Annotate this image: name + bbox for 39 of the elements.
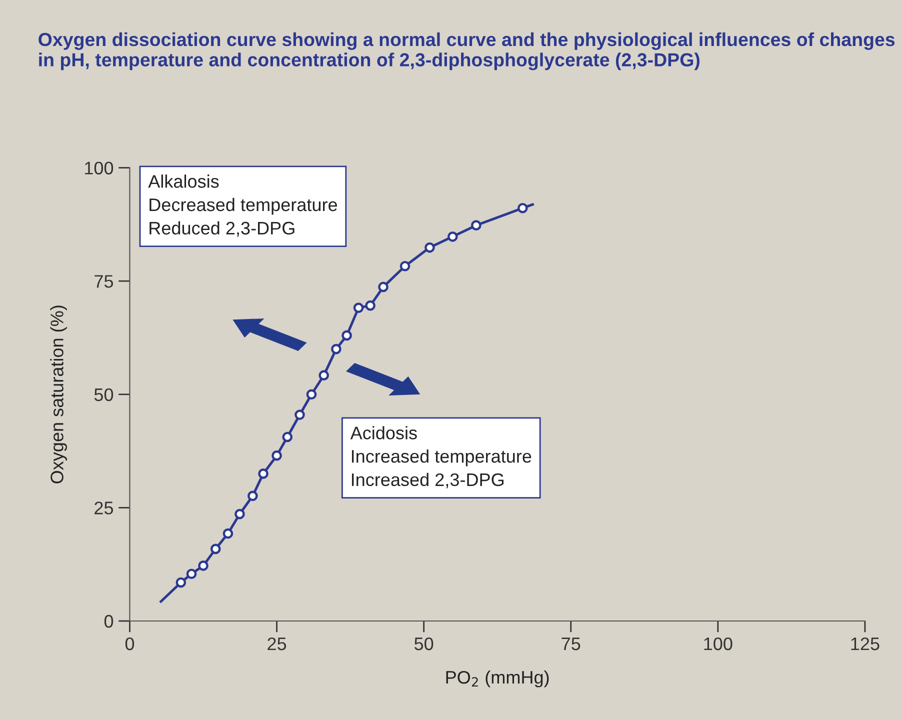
- point: [294, 410, 305, 420]
- x-tick-label: 50: [414, 637, 434, 650]
- point: [234, 508, 245, 520]
- x-axis-title: PO$_{2}$ (mmHg): [446, 670, 549, 688]
- point: [272, 450, 282, 461]
- point: [331, 344, 342, 354]
- point: [306, 389, 317, 400]
- point: [353, 302, 364, 313]
- x-tick-label: 75: [562, 638, 580, 650]
- y-tick-label: 50: [94, 388, 114, 402]
- point: [176, 577, 186, 588]
- annotation: Alkalosis Decreased temperature Reduced 2,3-DPG: [148, 174, 337, 237]
- y-axis-title: Oxygen saturation (%): [50, 306, 67, 484]
- point: [378, 282, 388, 292]
- point: [400, 260, 410, 272]
- point: [447, 231, 458, 242]
- y-tick-label: 75: [94, 275, 114, 288]
- chart-title: Oxygen dissociation curve showing a normal curve and the physiological influences of changes in pH, temperature and concentration of 2,3-diphosphoglycerate (2,3-DPG): [38, 32, 895, 70]
- y-tick-label: 0: [104, 614, 114, 628]
- point: [517, 202, 528, 214]
- point: [318, 370, 329, 381]
- point: [365, 300, 376, 311]
- x-tick-label: 0: [125, 637, 134, 650]
- x-tick-label: 100: [704, 637, 732, 650]
- point: [222, 528, 234, 539]
- x-tick-label: 125: [851, 637, 880, 650]
- point: [342, 330, 352, 341]
- point: [258, 468, 268, 479]
- point: [424, 242, 435, 253]
- annotation: Acidosis Increased temperature Increased 2,3-DPG: [350, 426, 532, 488]
- y-tick-label: 100: [85, 162, 114, 174]
- x-tick-label: 25: [268, 637, 286, 650]
- point: [186, 568, 197, 580]
- point: [210, 544, 221, 554]
- point: [248, 490, 258, 502]
- point: [282, 432, 293, 442]
- y-tick-label: 25: [94, 502, 114, 514]
- point: [471, 220, 482, 230]
- point: [198, 560, 208, 571]
